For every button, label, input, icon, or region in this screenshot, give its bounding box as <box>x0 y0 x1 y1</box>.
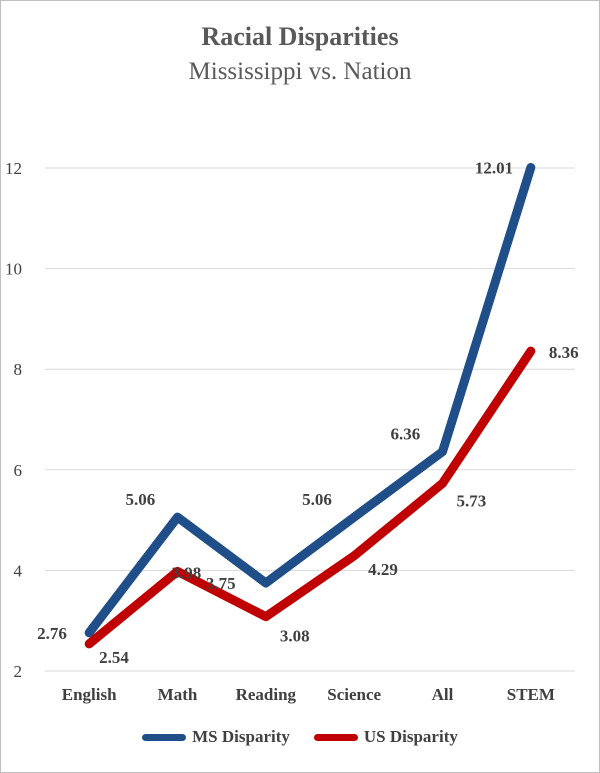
chart-legend: MS Disparity US Disparity <box>0 727 600 747</box>
y-tick-label: 2 <box>14 662 23 681</box>
chart-subtitle: Mississippi vs. Nation <box>188 58 412 85</box>
data-label-us: 2.54 <box>99 648 129 667</box>
data-label-ms: 12.01 <box>475 158 513 177</box>
legend-item-ms: MS Disparity <box>142 727 290 747</box>
legend-swatch-ms <box>142 733 187 741</box>
x-tick-label: Math <box>158 685 198 704</box>
data-label-ms: 3.75 <box>206 574 236 593</box>
y-tick-label: 4 <box>14 561 23 580</box>
x-tick-label: English <box>62 685 117 704</box>
legend-item-us: US Disparity <box>313 727 458 747</box>
data-label-ms: 6.36 <box>391 425 421 444</box>
x-tick-label: STEM <box>507 685 555 704</box>
y-tick-label: 8 <box>14 360 23 379</box>
legend-swatch-us <box>313 733 358 741</box>
data-label-us: 8.36 <box>549 343 579 362</box>
data-label-ms: 5.06 <box>126 490 156 509</box>
y-tick-label: 6 <box>14 461 23 480</box>
legend-label-us: US Disparity <box>363 727 458 746</box>
data-label-us: 3.98 <box>172 563 202 582</box>
series-line-ms <box>84 162 536 638</box>
chart-title: Racial Disparities <box>201 22 399 51</box>
x-tick-label: Science <box>327 685 381 704</box>
data-label-us: 3.08 <box>280 627 310 646</box>
data-label-ms: 5.06 <box>302 490 332 509</box>
x-tick-label: All <box>432 685 454 704</box>
y-tick-label: 12 <box>5 159 22 178</box>
y-tick-label: 10 <box>5 260 22 279</box>
series-line-us <box>84 346 536 649</box>
data-label-ms: 2.76 <box>37 624 67 643</box>
legend-label-ms: MS Disparity <box>192 727 290 746</box>
data-label-us: 4.29 <box>368 560 398 579</box>
data-label-us: 5.73 <box>457 491 487 510</box>
x-tick-label: Reading <box>236 685 297 704</box>
